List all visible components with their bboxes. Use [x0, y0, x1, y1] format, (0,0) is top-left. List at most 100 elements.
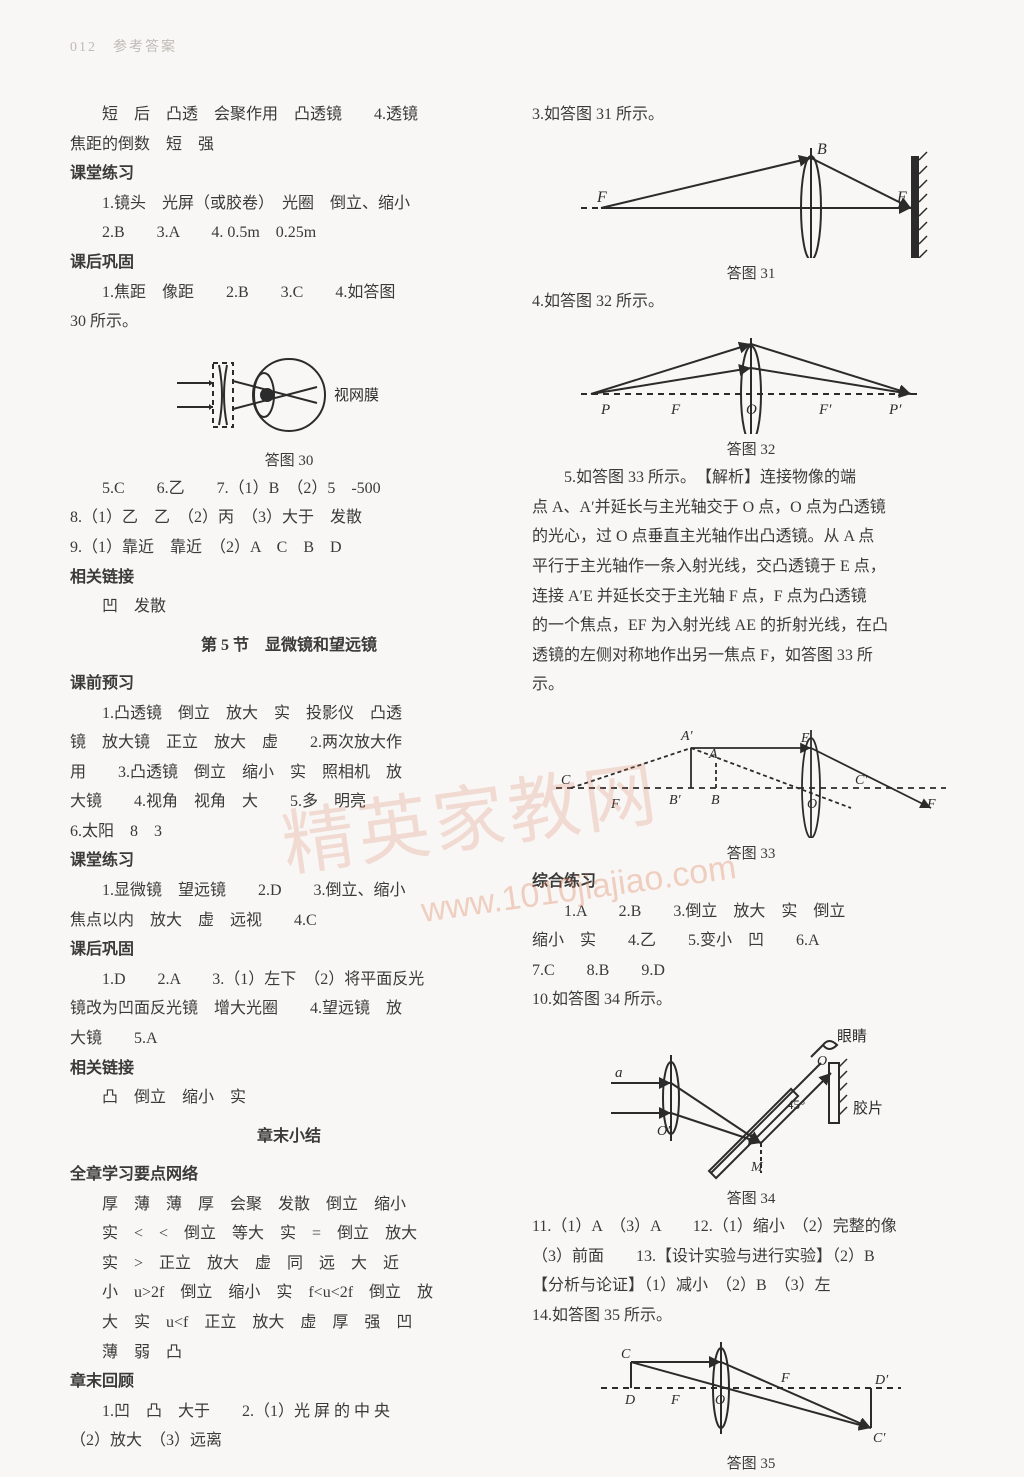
- fig35-C2: C′: [873, 1431, 886, 1446]
- fig33-O: O: [807, 797, 817, 812]
- fig35-F2: F: [780, 1371, 790, 1386]
- section-title: 综合练习: [532, 867, 970, 897]
- text-line: 1.D 2.A 3.（1）左下 （2）将平面反光: [70, 965, 508, 995]
- figure-caption: 答图 35: [727, 1452, 776, 1473]
- fig32-P2: P′: [888, 402, 902, 418]
- fig35-D: D: [624, 1393, 635, 1408]
- fig33-F2: F: [926, 797, 936, 812]
- fig34-O2: O′: [657, 1124, 671, 1139]
- text-line: 5.C 6.乙 7.（1）B （2）5 -500: [70, 474, 508, 504]
- text-line: 1.焦距 像距 2.B 3.C 4.如答图: [70, 278, 508, 308]
- text-line: 焦距的倒数 短 强: [70, 130, 508, 160]
- text-line: 大镜 4.视角 视角 大 5.多 明亮: [70, 787, 508, 817]
- text-line: 1.A 2.B 3.倒立 放大 实 倒立: [532, 897, 970, 927]
- fig33-C: C: [561, 773, 571, 788]
- chapter-title: 第 5 节 显微镜和望远镜: [70, 628, 508, 663]
- text-line: （3）前面 13.【设计实验与进行实验】（2）B: [532, 1242, 970, 1272]
- section-title: 相关链接: [70, 563, 508, 593]
- fig33-A: A: [708, 747, 718, 762]
- text-line: 薄 弱 凸: [70, 1338, 508, 1368]
- figure-caption: 答图 33: [727, 842, 776, 863]
- text-line: （2）放大 （3）远离: [70, 1426, 508, 1456]
- fig34-M: M: [750, 1160, 764, 1175]
- fig34-angle: 45°: [787, 1097, 805, 1112]
- text-line: 6.太阳 8 3: [70, 817, 508, 847]
- text-line: 焦点以内 放大 虚 远视 4.C: [70, 906, 508, 936]
- text-line: 【分析与论证】（1）减小 （2）B （3）左: [532, 1271, 970, 1301]
- figure-33: A′ A E C B′ B C′ F O F 答图 33: [532, 708, 970, 863]
- text-line: 大镜 5.A: [70, 1024, 508, 1054]
- figure-32: P F O F′ P′ 答图 32: [532, 324, 970, 459]
- fig34-eye-label: 眼睛: [837, 1028, 867, 1045]
- page-header: 012 参考答案: [70, 36, 970, 56]
- fig32-F2: F′: [818, 402, 832, 418]
- text-line: 平行于主光轴作一条入射光线，交凸透镜于 E 点，: [532, 552, 970, 582]
- text-line: 1.凸透镜 倒立 放大 实 投影仪 凸透: [70, 699, 508, 729]
- fig31-svg: F F B: [571, 138, 931, 258]
- fig34-a: a: [615, 1065, 623, 1081]
- text-line: 凹 发散: [70, 592, 508, 622]
- text-line: 的一个焦点，EF 为入射光线 AE 的折射光线，在凸: [532, 611, 970, 641]
- text-line: 实 < < 倒立 等大 实 = 倒立 放大: [70, 1219, 508, 1249]
- text-line: 短 后 凸透 会聚作用 凸透镜 4.透镜: [70, 100, 508, 130]
- chapter-title: 章末小结: [70, 1119, 508, 1154]
- text-line: 4.如答图 32 所示。: [532, 287, 970, 317]
- section-title: 课堂练习: [70, 159, 508, 189]
- two-column-layout: 短 后 凸透 会聚作用 凸透镜 4.透镜 焦距的倒数 短 强 课堂练习 1.镜头…: [70, 100, 970, 1477]
- fig32-P: P: [600, 402, 610, 418]
- section-title: 课前预习: [70, 669, 508, 699]
- fig35-D2: D′: [874, 1373, 889, 1388]
- fig33-B2: B′: [669, 793, 682, 808]
- fig32-O: O: [746, 402, 757, 418]
- fig32-F: F: [670, 402, 681, 418]
- fig34-O: O: [817, 1054, 827, 1069]
- section-title: 相关链接: [70, 1054, 508, 1084]
- text-line: 30 所示。: [70, 307, 508, 337]
- text-line: 大 实 u<f 正立 放大 虚 厚 强 凹: [70, 1308, 508, 1338]
- text-line: 7.C 8.B 9.D: [532, 956, 970, 986]
- section-title: 课堂练习: [70, 846, 508, 876]
- figure-caption: 答图 31: [727, 262, 776, 283]
- text-line: 1.镜头 光屏（或胶卷） 光圈 倒立、缩小: [70, 189, 508, 219]
- figure-caption: 答图 30: [265, 449, 314, 470]
- text-line: 小 u>2f 倒立 缩小 实 f<u<2f 倒立 放: [70, 1278, 508, 1308]
- fig33-A2: A′: [680, 729, 694, 744]
- text-line: 3.如答图 31 所示。: [532, 100, 970, 130]
- fig35-F: F: [670, 1393, 680, 1408]
- fig32-svg: P F O F′ P′: [571, 324, 931, 434]
- text-line: 连接 A′E 并延长交于主光轴 F 点，F 点为凸透镜: [532, 582, 970, 612]
- text-line: 8.（1）乙 乙 （2）丙 （3）大于 发散: [70, 503, 508, 533]
- fig31-label-F: F: [596, 189, 607, 206]
- fig33-B: B: [711, 793, 720, 808]
- text-line: 示。: [532, 670, 970, 700]
- text-line: 凸 倒立 缩小 实: [70, 1083, 508, 1113]
- figure-30: 视网膜 答图 30: [70, 345, 508, 470]
- fig33-F: F: [610, 797, 620, 812]
- text-line: 用 3.凸透镜 倒立 缩小 实 照相机 放: [70, 758, 508, 788]
- text-line: 镜 放大镜 正立 放大 虚 2.两次放大作: [70, 728, 508, 758]
- text-line: 实 > 正立 放大 虚 同 远 大 近: [70, 1249, 508, 1279]
- text-line: 1.凹 凸 大于 2.（1）光 屏 的 中 央: [70, 1397, 508, 1427]
- figure-caption: 答图 32: [727, 438, 776, 459]
- fig30-svg: 视网膜: [169, 345, 409, 445]
- right-column: 3.如答图 31 所示。: [532, 100, 970, 1477]
- figure-31: F F B 答图 31: [532, 138, 970, 283]
- figure-caption: 答图 34: [727, 1187, 776, 1208]
- text-line: 缩小 实 4.乙 5.变小 凹 6.A: [532, 926, 970, 956]
- text-line: 5.如答图 33 所示。 【解析】连接物像的端: [532, 463, 970, 493]
- fig35-C: C: [621, 1347, 631, 1362]
- text-line: 11.（1）A （3）A 12.（1）缩小 （2）完整的像: [532, 1212, 970, 1242]
- text-line: 点 A、A′并延长与主光轴交于 O 点，O 点为凸透镜: [532, 493, 970, 523]
- left-column: 短 后 凸透 会聚作用 凸透镜 4.透镜 焦距的倒数 短 强 课堂练习 1.镜头…: [70, 100, 508, 1477]
- text-line: 10.如答图 34 所示。: [532, 985, 970, 1015]
- section-title: 全章学习要点网络: [70, 1160, 508, 1190]
- text-line: 透镜的左侧对称地作出另一焦点 F，如答图 33 所: [532, 641, 970, 671]
- text-line: 厚 薄 薄 厚 会聚 发散 倒立 缩小: [70, 1190, 508, 1220]
- figure-34: a O′ O M 45° 眼睛 胶片 答图 34: [532, 1023, 970, 1208]
- section-title: 章末回顾: [70, 1367, 508, 1397]
- fig33-C2: C′: [855, 773, 868, 788]
- fig33-svg: A′ A E C B′ B C′ F O F: [551, 708, 951, 838]
- fig30-label-retina: 视网膜: [334, 387, 379, 404]
- section-title: 课后巩固: [70, 248, 508, 278]
- figure-35: C D F O F D′ C′ 答图 35: [532, 1338, 970, 1473]
